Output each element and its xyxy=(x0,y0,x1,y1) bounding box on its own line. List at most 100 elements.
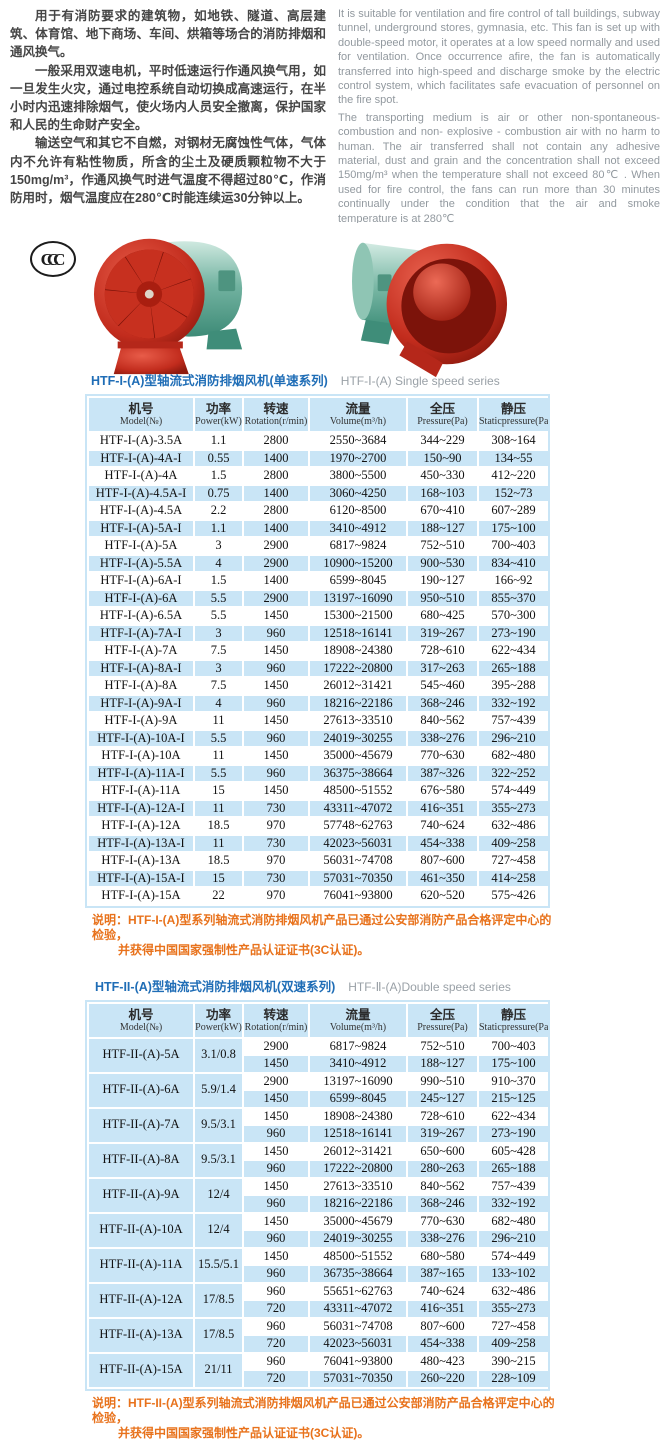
value-cell: 622~434 xyxy=(479,1108,548,1124)
value-cell: 960 xyxy=(244,730,308,746)
value-cell: 1450 xyxy=(244,1108,308,1124)
value-cell: 395~288 xyxy=(479,678,548,694)
value-cell: 175~100 xyxy=(479,520,548,536)
value-cell: 834~410 xyxy=(479,555,548,571)
value-cell: 265~188 xyxy=(479,1161,548,1177)
value-cell: 273~190 xyxy=(479,625,548,641)
value-cell: 574~449 xyxy=(479,1248,548,1264)
value-cell: 1450 xyxy=(244,713,308,729)
value-cell: 11 xyxy=(195,835,242,851)
table-row: 960 18216~22186 368~246 332~192 xyxy=(89,1196,548,1212)
table-row: HTF-I-(A)-11A-I 5.5 960 36375~38664 387~326 3… xyxy=(89,765,548,781)
table1-title-en: HTF-Ⅰ-(A) Single speed series xyxy=(340,374,500,388)
value-cell: 15 xyxy=(195,870,242,886)
value-cell: 134~55 xyxy=(479,450,548,466)
value-cell: 355~273 xyxy=(479,800,548,816)
value-cell: 840~562 xyxy=(408,1178,477,1194)
value-cell: 2800 xyxy=(244,503,308,519)
value-cell: 6817~9824 xyxy=(310,538,406,554)
table2-title-en: HTF-Ⅱ-(A)Double speed series xyxy=(348,979,511,994)
value-cell: 1.5 xyxy=(195,573,242,589)
value-cell: 728~610 xyxy=(408,1108,477,1124)
value-cell: 12518~16141 xyxy=(310,1126,406,1142)
value-cell: 166~92 xyxy=(479,573,548,589)
table-row: 720 43311~47072 416~351 355~273 xyxy=(89,1301,548,1317)
power-cell: 3.1/0.8 xyxy=(195,1038,242,1072)
value-cell: 2900 xyxy=(244,1038,308,1054)
value-cell: 461~350 xyxy=(408,870,477,886)
value-cell: 10900~15200 xyxy=(310,555,406,571)
table-row: HTF-I-(A)-6A-I 1.5 1400 6599~8045 190~127 166… xyxy=(89,573,548,589)
model-cell: HTF-I-(A)-15A-I xyxy=(89,870,193,886)
value-cell: 727~458 xyxy=(479,853,548,869)
table-row: HTF-II-(A)-11A 15.5/5.1 1450 48500~51552 680… xyxy=(89,1248,548,1282)
value-cell: 1450 xyxy=(244,783,308,799)
value-cell: 36735~38664 xyxy=(310,1266,406,1282)
model-cell: HTF-II-(A)-5A xyxy=(89,1038,193,1072)
fan-photo-double-speed xyxy=(352,242,508,378)
value-cell: 5.5 xyxy=(195,608,242,624)
value-cell: 676~580 xyxy=(408,783,477,799)
value-cell: 575~426 xyxy=(479,888,548,904)
table2-title: HTF-II-(A)型轴流式消防排烟风机(双速系列) HTF-Ⅱ-(A)Doubl… xyxy=(95,976,670,996)
value-cell: 4 xyxy=(195,695,242,711)
table-row: HTF-II-(A)-7A 9.5/3.1 1450 18908~24380 728~6… xyxy=(89,1108,548,1142)
header-cell-power: 功率 Power(kW) xyxy=(195,1003,242,1037)
table-row: HTF-II-(A)-10A 12/4 1450 35000~45679 770~630… xyxy=(89,1213,548,1247)
value-cell: 700~403 xyxy=(479,1038,548,1054)
value-cell: 18216~22186 xyxy=(310,1196,406,1212)
table-row: HTF-II-(A)-8A 9.5/3.1 1450 26012~31421 650~6… xyxy=(89,1143,548,1177)
table-row: HTF-I-(A)-10A-I 5.5 960 24019~30255 338~276 2… xyxy=(89,730,548,746)
value-cell: 0.75 xyxy=(195,485,242,501)
value-cell: 1450 xyxy=(244,643,308,659)
value-cell: 1450 xyxy=(244,1091,308,1107)
value-cell: 730 xyxy=(244,800,308,816)
model-cell: HTF-I-(A)-15A xyxy=(89,888,193,904)
value-cell: 960 xyxy=(244,695,308,711)
value-cell: 574~449 xyxy=(479,783,548,799)
value-cell: 1.1 xyxy=(195,520,242,536)
value-cell: 35000~45679 xyxy=(310,748,406,764)
table-row: HTF-I-(A)-5.5A 4 2900 10900~15200 900~530 834… xyxy=(89,555,548,571)
value-cell: 317~263 xyxy=(408,660,477,676)
value-cell: 770~630 xyxy=(408,1213,477,1229)
value-cell: 2800 xyxy=(244,433,308,449)
single-speed-table-body: HTF-I-(A)-3.5A 1.1 2800 2550~3684 344~229 308… xyxy=(89,433,548,904)
value-cell: 26012~31421 xyxy=(310,1143,406,1159)
value-cell: 1450 xyxy=(244,1248,308,1264)
value-cell: 18216~22186 xyxy=(310,695,406,711)
value-cell: 260~220 xyxy=(408,1371,477,1387)
value-cell: 368~246 xyxy=(408,1196,477,1212)
value-cell: 1400 xyxy=(244,520,308,536)
value-cell: 1.5 xyxy=(195,468,242,484)
value-cell: 770~630 xyxy=(408,748,477,764)
value-cell: 757~439 xyxy=(479,713,548,729)
value-cell: 720 xyxy=(244,1336,308,1352)
value-cell: 416~351 xyxy=(408,1301,477,1317)
table-row: HTF-I-(A)-13A 18.5 970 56031~74708 807~600 72… xyxy=(89,853,548,869)
model-cell: HTF-I-(A)-11A xyxy=(89,783,193,799)
value-cell: 7.5 xyxy=(195,643,242,659)
value-cell: 42023~56031 xyxy=(310,1336,406,1352)
table-row: HTF-I-(A)-8A-I 3 960 17222~20800 317~263 265~… xyxy=(89,660,548,676)
value-cell: 36375~38664 xyxy=(310,765,406,781)
value-cell: 740~624 xyxy=(408,1283,477,1299)
value-cell: 5.5 xyxy=(195,730,242,746)
value-cell: 1.1 xyxy=(195,433,242,449)
value-cell: 1450 xyxy=(244,1178,308,1194)
model-cell: HTF-I-(A)-4A xyxy=(89,468,193,484)
value-cell: 18908~24380 xyxy=(310,643,406,659)
value-cell: 228~109 xyxy=(479,1371,548,1387)
value-cell: 332~192 xyxy=(479,695,548,711)
model-cell: HTF-I-(A)-10A-I xyxy=(89,730,193,746)
table-row: HTF-I-(A)-5A 3 2900 6817~9824 752~510 700~403 xyxy=(89,538,548,554)
value-cell: 752~510 xyxy=(408,1038,477,1054)
table-row: HTF-I-(A)-13A-I 11 730 42023~56031 454~338 40… xyxy=(89,835,548,851)
value-cell: 632~486 xyxy=(479,1283,548,1299)
value-cell: 3 xyxy=(195,538,242,554)
fan-photo-single-speed xyxy=(93,238,243,375)
value-cell: 56031~74708 xyxy=(310,853,406,869)
model-cell: HTF-I-(A)-4.5A xyxy=(89,503,193,519)
value-cell: 168~103 xyxy=(408,485,477,501)
value-cell: 2900 xyxy=(244,1073,308,1089)
